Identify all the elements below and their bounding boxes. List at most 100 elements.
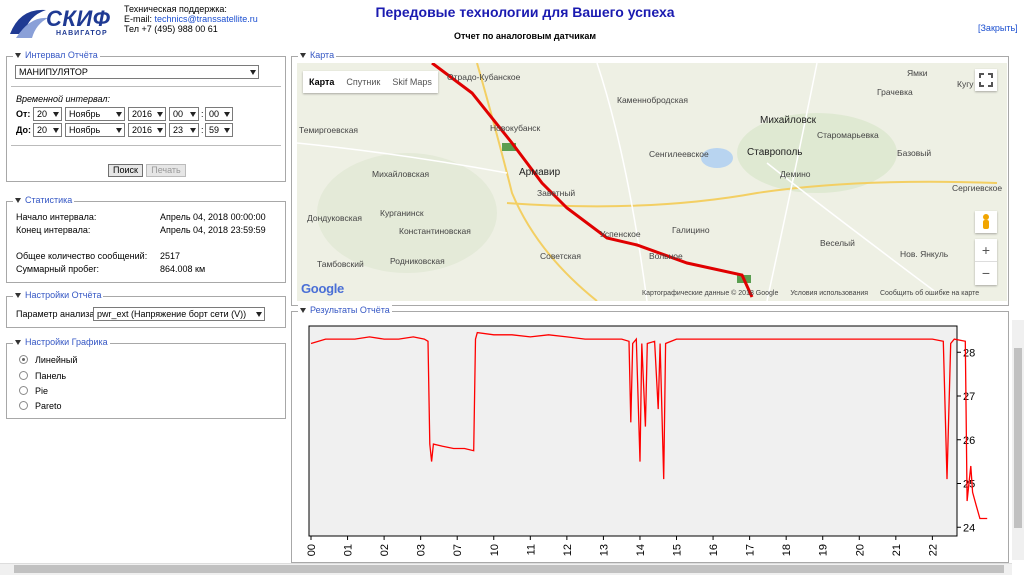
- street-view-button[interactable]: [975, 211, 997, 233]
- radio-label: Pie: [35, 386, 49, 396]
- statistics-panel: Статистика Начало интервала: Апрель 04, …: [6, 195, 286, 283]
- radio-linear[interactable]: [19, 355, 28, 364]
- vertical-scrollbar-thumb[interactable]: [1014, 348, 1022, 528]
- y-tick-label: 24: [963, 522, 975, 534]
- support-email-label: E-mail:: [124, 14, 153, 24]
- chevron-down-icon: [190, 112, 196, 117]
- time-interval-label: Временной интервал:: [16, 94, 110, 104]
- x-tick-label: 14: [635, 544, 647, 556]
- x-tick-label: 19: [818, 544, 830, 556]
- map-footer: Картографические данные © 2018 Google Ус…: [642, 290, 989, 297]
- x-tick-label: 16: [708, 544, 720, 556]
- map-place-label: Каменнобродская: [617, 95, 688, 105]
- y-tick-label: 26: [963, 435, 975, 447]
- x-tick-label: 18: [781, 544, 793, 556]
- radio-label: Линейный: [35, 355, 78, 365]
- from-minute-select[interactable]: 00: [205, 107, 233, 121]
- param-label: Параметр анализа:: [16, 309, 97, 319]
- chevron-down-icon: [53, 128, 59, 133]
- from-hour-select[interactable]: 00: [169, 107, 199, 121]
- support-email-link[interactable]: technics@transsatellite.ru: [154, 14, 258, 24]
- radio-label: Pareto: [35, 401, 62, 411]
- y-tick-label: 27: [963, 391, 975, 403]
- chevron-down-icon: [250, 70, 256, 75]
- logo-text: СКИФ: [46, 6, 111, 31]
- map-type-skif[interactable]: Skif Maps: [392, 77, 432, 87]
- param-select[interactable]: pwr_ext (Напряжение борт сети (V)): [93, 307, 265, 321]
- from-day-select[interactable]: 20: [33, 107, 62, 121]
- search-button[interactable]: Поиск: [108, 164, 143, 177]
- zoom-out-button[interactable]: −: [975, 261, 997, 284]
- x-tick-label: 13: [598, 544, 610, 556]
- map-place-label: Михайловская: [372, 169, 430, 179]
- map-place-label: Новокубанск: [490, 123, 541, 133]
- support-info: Техническая поддержка: E-mail: technics@…: [124, 4, 258, 34]
- print-button[interactable]: Печать: [146, 164, 186, 177]
- from-label: От:: [16, 109, 31, 119]
- collapse-arrow-icon: [15, 197, 21, 203]
- map-panel-legend[interactable]: Карта: [298, 50, 337, 60]
- from-month-select[interactable]: Ноябрь: [65, 107, 125, 121]
- to-minute-select[interactable]: 59: [205, 123, 233, 137]
- interval-panel-legend[interactable]: Интервал Отчёта: [13, 50, 100, 60]
- vehicle-select[interactable]: МАНИПУЛЯТОР: [15, 65, 259, 79]
- road: [596, 63, 648, 301]
- collapse-arrow-icon: [15, 292, 21, 298]
- map-place-label: Галицино: [672, 225, 710, 235]
- radio-panel[interactable]: [19, 371, 28, 380]
- radio-pareto[interactable]: [19, 401, 28, 410]
- chevron-down-icon: [53, 112, 59, 117]
- x-tick-label: 03: [416, 544, 428, 556]
- time-separator: :: [201, 109, 204, 119]
- map-place-label: Старомарьевка: [817, 130, 879, 140]
- interval-panel: Интервал Отчёта МАНИПУЛЯТОР Временной ин…: [6, 50, 286, 182]
- page-headline: Передовые технологии для Вашего успеха: [375, 4, 675, 20]
- map-view[interactable]: Отрадо-Кубанское Ямки Кугу Грачевка Каме…: [297, 63, 1007, 301]
- chart-settings-legend[interactable]: Настройки Графика: [13, 337, 110, 347]
- chart-settings-panel: Настройки Графика Линейный Панель Pie Pa…: [6, 337, 286, 419]
- map-terms-link[interactable]: Условия использования: [790, 290, 869, 297]
- map-place-label: Сергиевское: [952, 183, 1003, 193]
- map-place-label: Демино: [780, 169, 811, 179]
- to-month-select[interactable]: Ноябрь: [65, 123, 125, 137]
- close-link[interactable]: [Закрыть]: [978, 23, 1018, 33]
- map-place-label: Тамбовский: [317, 259, 364, 269]
- radio-pie[interactable]: [19, 386, 28, 395]
- scif-logo-icon: [10, 9, 48, 38]
- divider: [11, 86, 281, 87]
- map-type-switcher: Карта Спутник Skif Maps: [303, 71, 438, 93]
- map-place-label: Ямки: [907, 68, 928, 78]
- results-panel-legend[interactable]: Результаты Отчёта: [298, 305, 392, 315]
- support-title: Техническая поддержка:: [124, 4, 227, 14]
- to-day-select[interactable]: 20: [33, 123, 62, 137]
- report-settings-legend[interactable]: Настройки Отчёта: [13, 290, 104, 300]
- stat-label: Конец интервала:: [16, 225, 91, 235]
- chevron-down-icon: [116, 128, 122, 133]
- x-tick-label: 07: [452, 544, 464, 556]
- to-year-select[interactable]: 2016: [128, 123, 166, 137]
- map-type-satellite[interactable]: Спутник: [346, 77, 381, 87]
- report-title: Отчет по аналоговым датчикам: [454, 31, 596, 41]
- plot-area: [308, 325, 958, 537]
- map-place-label: Константиновская: [399, 226, 471, 236]
- x-tick-label: 12: [562, 544, 574, 556]
- map-data-credit: Картографические данные © 2018 Google: [642, 290, 779, 297]
- road: [476, 63, 598, 301]
- map-place-label: Советская: [540, 251, 582, 261]
- chevron-down-icon: [224, 128, 230, 133]
- from-year-select[interactable]: 2016: [128, 107, 166, 121]
- map-place-label: Армавир: [519, 167, 561, 178]
- map-report-link[interactable]: Сообщить об ошибке на карте: [879, 290, 980, 297]
- to-hour-select[interactable]: 23: [169, 123, 199, 137]
- fullscreen-button[interactable]: [975, 69, 997, 91]
- horizontal-scrollbar-thumb[interactable]: [14, 565, 1004, 573]
- track-route: [431, 63, 754, 298]
- zoom-in-button[interactable]: +: [981, 242, 991, 258]
- map-place-label: Сенгилеевское: [649, 149, 709, 159]
- road: [766, 63, 818, 301]
- statistics-panel-legend[interactable]: Статистика: [13, 195, 75, 205]
- x-tick-label: 15: [672, 544, 684, 556]
- stat-value: 2517: [160, 251, 181, 261]
- map-type-map[interactable]: Карта: [309, 77, 335, 87]
